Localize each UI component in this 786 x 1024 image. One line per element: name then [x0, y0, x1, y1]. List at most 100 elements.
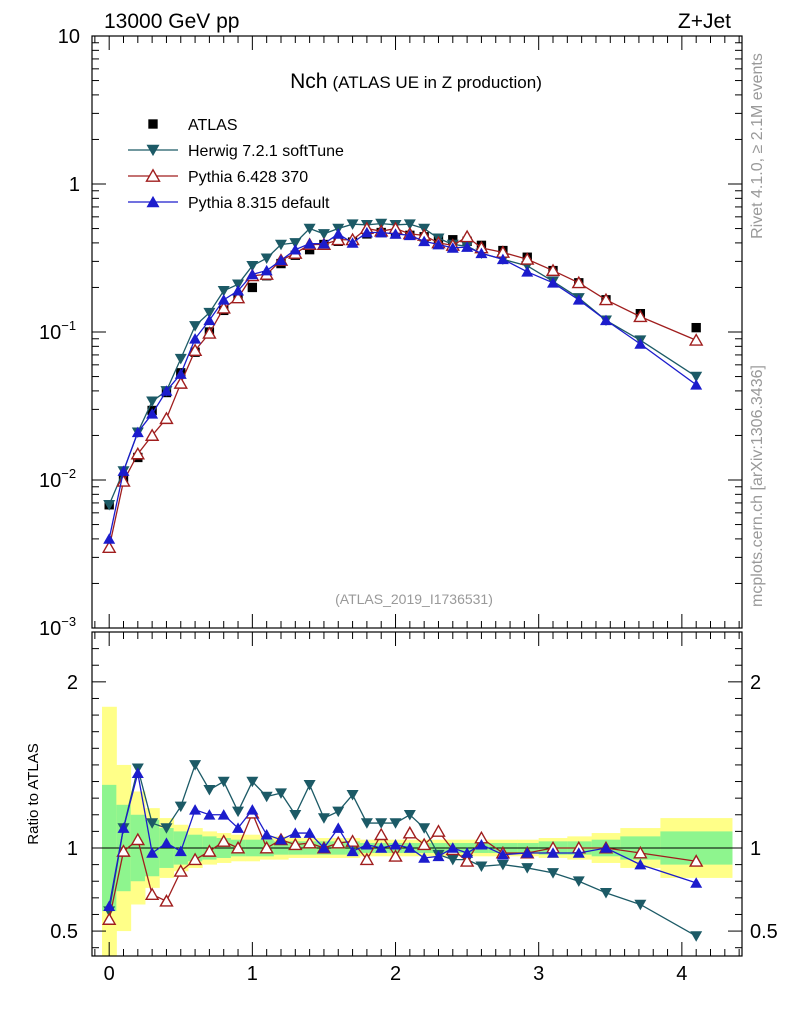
- ratio-y-tick-label: 2: [67, 672, 78, 694]
- legend-entry: Pythia 8.315 default: [128, 195, 330, 212]
- ratio-data-point: [690, 877, 703, 888]
- ratio-panel: 2 2 1 1 0.5 0.5 0 1 2 3 4 Ratio to ATLAS: [25, 631, 778, 985]
- x-tick-label: 2: [390, 963, 401, 985]
- ratio-data-point: [690, 931, 703, 942]
- legend-marker: [146, 144, 160, 157]
- series-line: [108, 231, 697, 540]
- ratio-data-point: [360, 818, 373, 829]
- ratio-data-point: [303, 827, 316, 838]
- data-point: [103, 499, 116, 511]
- data-point: [174, 368, 187, 379]
- data-point: [274, 239, 287, 251]
- legend-label: Pythia 8.315 default: [188, 195, 330, 212]
- legend-entry: ATLAS: [148, 117, 238, 134]
- data-point: [101, 540, 117, 553]
- ratio-data-point: [633, 845, 648, 859]
- data-point: [346, 237, 359, 248]
- data-point: [260, 253, 273, 264]
- data-point: [232, 279, 245, 291]
- ratio-data-point: [446, 854, 459, 866]
- series-line: [108, 227, 697, 548]
- ratio-data-point: [246, 804, 259, 815]
- data-point: [634, 338, 647, 349]
- ratio-data-point: [375, 818, 388, 829]
- ratio-data-point: [117, 822, 130, 833]
- data-point: [571, 275, 586, 289]
- ratio-data-point: [317, 842, 330, 853]
- data-point: [246, 268, 259, 280]
- ratio-data-point: [160, 837, 173, 848]
- ratio-data-point: [130, 832, 146, 846]
- ratio-data-point: [160, 823, 173, 834]
- plot-title: Nch (ATLAS UE in Z production): [290, 70, 542, 93]
- ratio-data-point: [203, 809, 216, 820]
- ratio-data-point: [418, 823, 431, 834]
- ratio-data-point: [599, 888, 612, 899]
- series-line: [108, 222, 697, 506]
- ratio-data-point: [403, 809, 416, 821]
- data-point: [375, 218, 388, 230]
- ratio-data-point: [288, 837, 303, 851]
- ratio-data-point: [432, 850, 445, 862]
- ratio-data-point: [260, 829, 273, 840]
- ratio-data-point: [144, 887, 160, 901]
- ratio-y-tick-labels: 2 2 1 1 0.5 0.5: [50, 672, 778, 943]
- ratio-data-point: [289, 827, 302, 838]
- data-point: [598, 292, 614, 306]
- ratio-data-point: [232, 806, 245, 818]
- ratio-data-point: [189, 804, 202, 815]
- ratio-data-point: [475, 861, 488, 872]
- data-point: [545, 263, 561, 277]
- data-point: [274, 254, 287, 266]
- ratio-data-point: [187, 852, 203, 866]
- ratio-data-point: [317, 813, 330, 824]
- ratio-data-point: [521, 847, 534, 858]
- legend-label: Pythia 6.428 370: [188, 169, 308, 186]
- data-point: [189, 333, 202, 344]
- ratio-data-point: [521, 863, 534, 874]
- ratio-data-point: [389, 838, 402, 850]
- data-point: [217, 285, 230, 297]
- ratio-data-point: [101, 912, 117, 925]
- ratio-data-point: [572, 876, 585, 887]
- ratio-data-point: [375, 842, 388, 853]
- ratio-data-point: [230, 840, 246, 854]
- data-point: [146, 408, 159, 419]
- ratio-data-point: [174, 845, 187, 857]
- data-point: [246, 261, 259, 272]
- ratio-data-point: [446, 842, 459, 853]
- ratio-data-point: [216, 834, 231, 847]
- ratio-data-point: [346, 790, 359, 801]
- data-point: [103, 533, 116, 544]
- data-point: [289, 238, 302, 249]
- series-1: [103, 218, 703, 511]
- data-point: [146, 396, 159, 408]
- data-point: [289, 243, 302, 255]
- ratio-data-point: [374, 827, 389, 841]
- mcplots-label: mcplots.cern.ch [arXiv:1306.3436]: [749, 365, 766, 607]
- data-point: [144, 428, 160, 441]
- ratio-data-point: [634, 899, 647, 911]
- ratio-y-tick-label-right: 0.5: [750, 921, 778, 943]
- legend: ATLAS Herwig 7.2.1 softTune Pythia 6.428 3…: [128, 117, 344, 212]
- data-point: [346, 219, 359, 230]
- ratio-data-point: [131, 767, 144, 779]
- x-tick-label: 4: [676, 963, 687, 985]
- ratio-series-line: [108, 763, 697, 937]
- data-point: [521, 266, 534, 277]
- ratio-y-tick-label-right: 2: [750, 672, 761, 694]
- y-tick-label: 10−3: [39, 614, 76, 640]
- ratio-frame: [91, 631, 743, 957]
- energy-label: 13000 GeV pp: [104, 10, 239, 33]
- x-tick-label: 0: [104, 963, 115, 985]
- ratio-data-point: [461, 847, 474, 858]
- data-point: [189, 321, 202, 332]
- data-point: [173, 376, 188, 389]
- ratio-series-line: [108, 773, 697, 907]
- data-point: [117, 465, 130, 476]
- ratio-data-point: [475, 838, 488, 850]
- data-point: [203, 314, 216, 326]
- data-point: [690, 371, 703, 383]
- data-point: [461, 241, 474, 252]
